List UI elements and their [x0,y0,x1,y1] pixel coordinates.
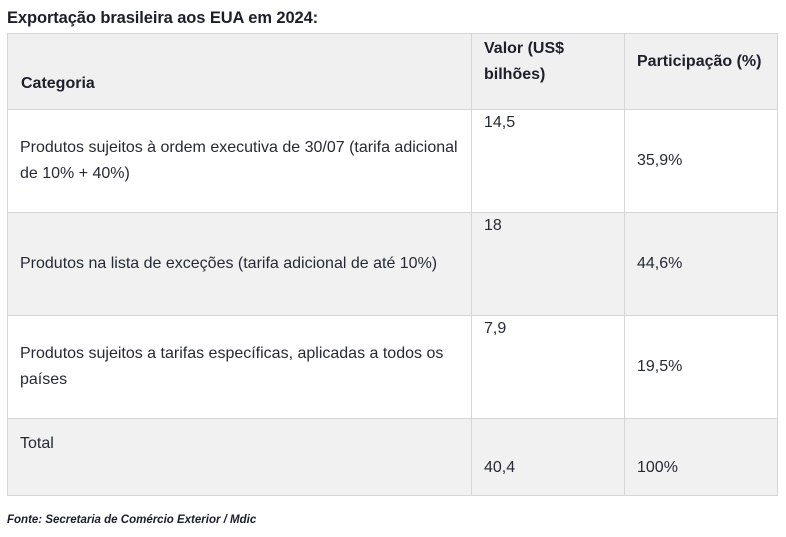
table-header-row: Categoria Valor (US$ bilhões) Participaç… [7,33,778,110]
table-row: Produtos sujeitos a tarifas específicas,… [7,315,778,419]
cell-category: Produtos sujeitos a tarifas específicas,… [7,315,472,419]
table-row: Produtos sujeitos à ordem executiva de 3… [7,109,778,213]
cell-share: 35,9% [624,109,778,213]
cell-share-total: 100% [624,418,778,496]
cell-category-total: Total [7,418,472,496]
cell-value: 14,5 [471,109,625,213]
cell-share: 44,6% [624,212,778,316]
table-caption: Exportação brasileira aos EUA em 2024: [7,9,319,27]
cell-value: 18 [471,212,625,316]
cell-value-total: 40,4 [471,418,625,496]
column-header-category: Categoria [7,33,472,110]
column-header-value: Valor (US$ bilhões) [471,33,625,110]
table-total-row: Total 40,4 100% [7,418,778,496]
exports-table: Categoria Valor (US$ bilhões) Participaç… [7,33,778,496]
column-header-share: Participação (%) [624,33,778,110]
cell-category: Produtos sujeitos à ordem executiva de 3… [7,109,472,213]
cell-value: 7,9 [471,315,625,419]
source-note: Fonte: Secretaria de Comércio Exterior /… [7,514,257,526]
cell-share: 19,5% [624,315,778,419]
cell-category: Produtos na lista de exceções (tarifa ad… [7,212,472,316]
table-row: Produtos na lista de exceções (tarifa ad… [7,212,778,316]
